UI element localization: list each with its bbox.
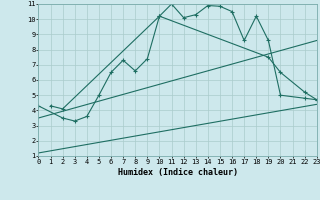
X-axis label: Humidex (Indice chaleur): Humidex (Indice chaleur) (118, 168, 238, 177)
